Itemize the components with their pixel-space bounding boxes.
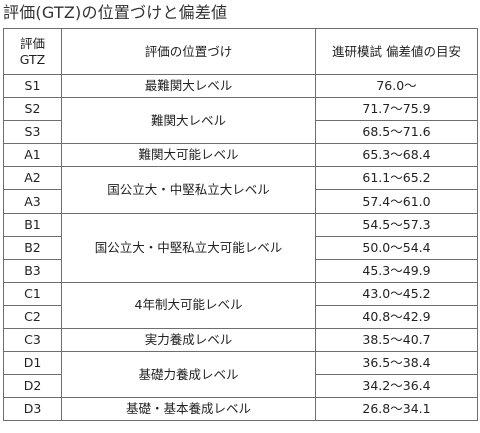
table-header-row: 評価 GTZ 評価の位置づけ 進研模試 偏差値の目安 xyxy=(3,28,478,75)
grade-cell: S2 xyxy=(3,97,62,122)
table-row: A3 57.4～61.0 xyxy=(3,189,478,214)
position-cell: 国公立大・中堅私立大可能レベル xyxy=(61,212,316,283)
table-row: S1 最難関大レベル 76.0～ xyxy=(3,73,478,99)
table-row: S3 68.5～71.6 xyxy=(3,120,478,145)
deviation-cell: 38.5～40.7 xyxy=(315,328,478,353)
header-position: 評価の位置づけ xyxy=(61,28,316,75)
position-cell: 難関大可能レベル xyxy=(61,143,316,168)
grade-cell: S1 xyxy=(3,73,62,99)
position-cell: 基礎・基本養成レベル xyxy=(61,397,316,422)
grade-cell: B3 xyxy=(3,258,62,283)
table-row: B3 45.3～49.9 xyxy=(3,258,478,283)
deviation-cell: 26.8～34.1 xyxy=(315,397,478,422)
table-row: C3 実力養成レベル 38.5～40.7 xyxy=(3,328,478,353)
position-cell: 4年制大可能レベル xyxy=(61,281,316,330)
deviation-cell: 36.5～38.4 xyxy=(315,351,478,376)
position-cell: 基礎力養成レベル xyxy=(61,351,316,399)
position-cell: 実力養成レベル xyxy=(61,328,316,353)
grade-cell: B2 xyxy=(3,235,62,260)
position-cell: 国公立大・中堅私立大レベル xyxy=(61,166,316,214)
deviation-cell: 45.3～49.9 xyxy=(315,258,478,283)
deviation-cell: 71.7～75.9 xyxy=(315,97,478,122)
grade-table: 評価 GTZ 評価の位置づけ 進研模試 偏差値の目安 S1 最難関大レベル 76… xyxy=(3,28,478,422)
deviation-cell: 54.5～57.3 xyxy=(315,212,478,237)
table-row: A1 難関大可能レベル 65.3～68.4 xyxy=(3,143,478,168)
grade-cell: D1 xyxy=(3,351,62,376)
deviation-cell: 50.0～54.4 xyxy=(315,235,478,260)
deviation-cell: 68.5～71.6 xyxy=(315,120,478,145)
deviation-cell: 61.1～65.2 xyxy=(315,166,478,191)
grade-cell: A1 xyxy=(3,143,62,168)
deviation-cell: 65.3～68.4 xyxy=(315,143,478,168)
grade-cell: C2 xyxy=(3,304,62,330)
position-cell: 難関大レベル xyxy=(61,97,316,145)
grade-cell: C1 xyxy=(3,281,62,306)
header-grade-line1: 評価 xyxy=(19,35,45,51)
table-row: D1 基礎力養成レベル 36.5～38.4 xyxy=(3,351,478,399)
grade-cell: D3 xyxy=(3,397,62,422)
table-row: B2 50.0～54.4 xyxy=(3,235,478,260)
grade-cell: A3 xyxy=(3,189,62,214)
table-row: C1 4年制大可能レベル 43.0～45.2 xyxy=(3,281,478,330)
header-grade: 評価 GTZ xyxy=(3,28,62,75)
header-grade-line2: GTZ xyxy=(19,51,46,67)
deviation-cell: 40.8～42.9 xyxy=(315,304,478,330)
grade-cell: A2 xyxy=(3,166,62,191)
position-cell: 最難関大レベル xyxy=(61,73,316,99)
deviation-cell: 57.4～61.0 xyxy=(315,189,478,214)
deviation-cell: 76.0～ xyxy=(315,73,478,99)
table-row: D2 34.2～36.4 xyxy=(3,374,478,399)
grade-cell: S3 xyxy=(3,120,62,145)
deviation-cell: 34.2～36.4 xyxy=(315,374,478,399)
grade-cell: D2 xyxy=(3,374,62,399)
table-row: C2 40.8～42.9 xyxy=(3,304,478,330)
table-row: S2 難関大レベル 71.7～75.9 xyxy=(3,97,478,145)
table-row: A2 国公立大・中堅私立大レベル 61.1～65.2 xyxy=(3,166,478,214)
deviation-cell: 43.0～45.2 xyxy=(315,281,478,306)
grade-cell: C3 xyxy=(3,328,62,353)
header-deviation: 進研模試 偏差値の目安 xyxy=(315,28,478,75)
table-row: B1 国公立大・中堅私立大可能レベル 54.5～57.3 xyxy=(3,212,478,283)
page-title: 評価(GTZ)の位置づけと偏差値 xyxy=(3,3,228,22)
grade-cell: B1 xyxy=(3,212,62,237)
table-row: D3 基礎・基本養成レベル 26.8～34.1 xyxy=(3,397,478,422)
